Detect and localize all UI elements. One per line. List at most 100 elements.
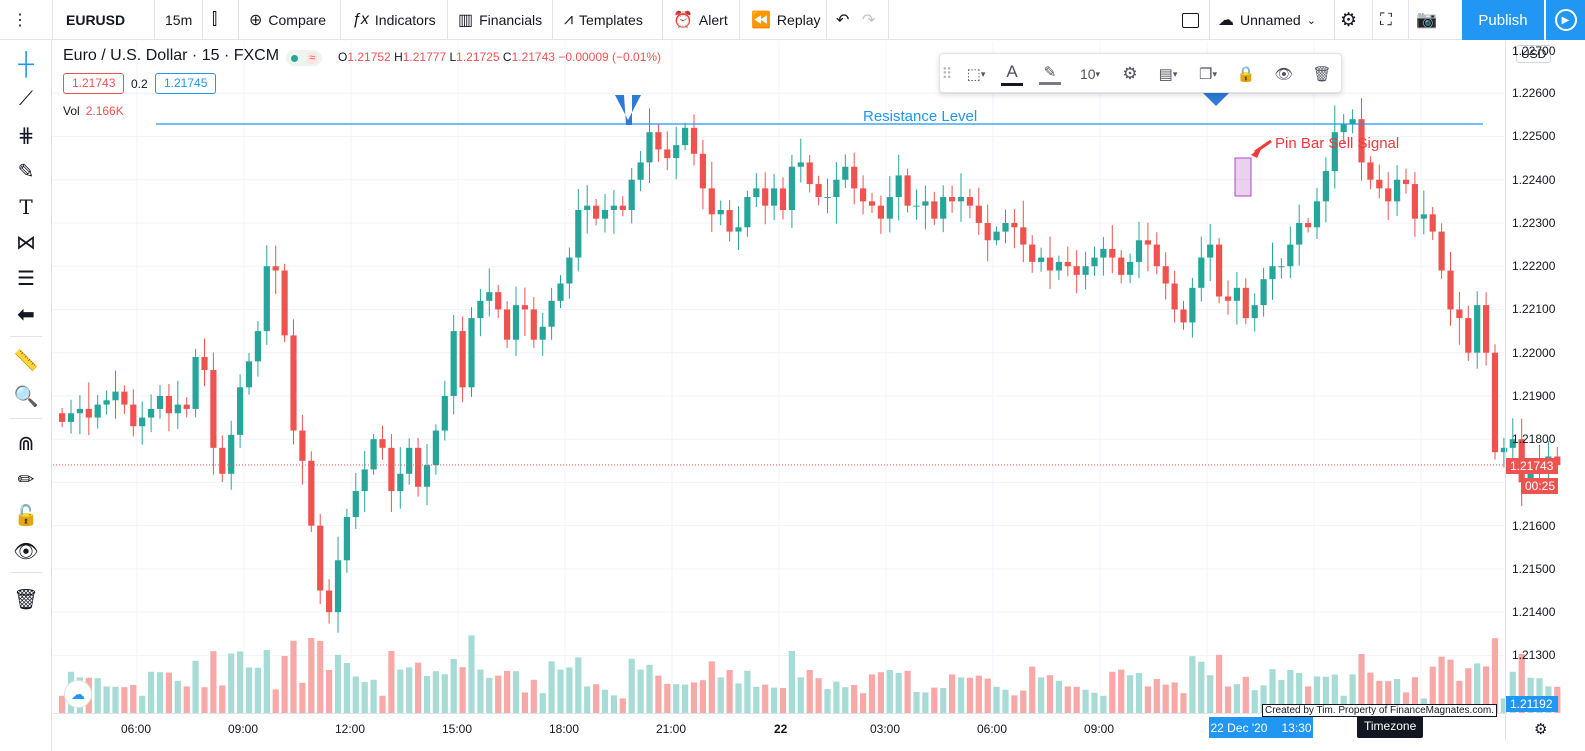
lock-drawings-tool[interactable]: 🔓 — [10, 501, 42, 529]
logo-icon[interactable]: ☁ — [64, 680, 92, 708]
replay-button[interactable]: ⏪ Replay — [751, 0, 821, 40]
lock-drawing-button[interactable]: 🔒 — [1232, 54, 1260, 94]
text-icon: T — [19, 195, 33, 219]
undo-button[interactable]: ↶ — [836, 0, 849, 40]
compare-button[interactable]: ⊕ Compare — [249, 0, 326, 40]
interval-button[interactable]: 15m — [165, 0, 192, 40]
templates-button[interactable]: ⩘ Templates — [564, 0, 643, 40]
volume-bar — [1483, 666, 1490, 713]
candle-body — [815, 184, 822, 198]
remove-drawings-tool[interactable]: 🗑 — [10, 585, 42, 613]
menu-icon[interactable]: ⋮ — [12, 12, 28, 29]
candle-body — [521, 305, 528, 310]
save-layout-button[interactable]: ☁ Unnamed ⌄ — [1218, 0, 1316, 40]
volume-bar — [1135, 673, 1143, 713]
watermark-credit: Created by Tim. Property of FinanceMagna… — [1262, 704, 1497, 717]
layout-select-button[interactable] — [1182, 0, 1199, 40]
candle-body — [655, 132, 662, 150]
volume-bar — [1207, 675, 1214, 713]
symbol-search-button[interactable]: EURUSD — [66, 0, 125, 40]
stay-drawing-tool[interactable]: ✏ — [10, 465, 42, 493]
volume-bar — [512, 671, 520, 713]
text-color-button[interactable]: A — [998, 54, 1026, 94]
volume-bar — [121, 687, 128, 713]
rewind-icon: ⏪ — [751, 12, 771, 29]
candle-body — [975, 205, 982, 223]
fx-icon: ƒx — [352, 11, 369, 28]
prediction-tool[interactable]: ☰ — [10, 264, 42, 292]
candle-body — [290, 335, 297, 431]
price-label: 1.21800 — [1512, 432, 1556, 447]
fullscreen-button[interactable]: ⛶ — [1380, 0, 1392, 40]
text-tool[interactable]: T — [10, 193, 42, 221]
volume-bar — [824, 689, 831, 713]
font-size-button[interactable]: 10 ▾ — [1072, 54, 1108, 94]
icons-tool[interactable]: ⬅ — [10, 300, 42, 328]
volume-bar — [415, 662, 422, 713]
volume-bar — [530, 679, 537, 713]
delete-drawing-button[interactable]: 🗑 — [1308, 54, 1336, 94]
buy-price-button[interactable]: 1.21745 — [155, 73, 217, 94]
zoom-tool[interactable]: 🔍 — [10, 382, 42, 410]
pinbar-label[interactable]: Pin Bar Sell Signal — [1275, 135, 1400, 152]
resistance-label[interactable]: Resistance Level — [863, 108, 978, 125]
market-status-badge[interactable]: ≈ — [286, 50, 322, 66]
candle-body — [673, 145, 680, 159]
hide-drawing-button[interactable]: 👁 — [1270, 54, 1298, 94]
candle-body — [842, 166, 849, 180]
drawing-settings-button[interactable]: ⚙ — [1116, 54, 1144, 94]
candle-body — [726, 210, 733, 232]
time-scale-border — [53, 713, 1506, 714]
time-label: 15:00 — [442, 722, 473, 736]
trend-line-tool[interactable]: ⟋ — [10, 85, 42, 113]
publish-button[interactable]: Publish — [1462, 0, 1544, 40]
volume-bar — [1349, 674, 1356, 713]
volume-bar — [1287, 670, 1294, 713]
candle-body — [486, 292, 493, 301]
candle-body — [619, 205, 626, 210]
line-color-button[interactable]: ✎ — [1036, 54, 1064, 94]
template-button[interactable]: ⬚ ▾ — [956, 54, 996, 94]
camera-icon: 📷 — [1416, 10, 1438, 29]
financials-button[interactable]: ▥ Financials — [458, 0, 542, 40]
magnet-tool[interactable]: ⋒ — [10, 429, 42, 457]
volume-bar — [984, 678, 991, 713]
drag-handle-icon[interactable]: ⠿ — [941, 66, 953, 83]
redo-button[interactable]: ↷ — [862, 0, 875, 40]
chart-settings-gear-icon[interactable]: ⚙ — [1534, 721, 1548, 738]
measure-tool[interactable]: 📏 — [10, 346, 42, 374]
candle-body — [477, 300, 484, 319]
alert-button[interactable]: ⏰ Alert — [673, 0, 728, 40]
volume-bar — [281, 656, 288, 713]
zoom-in-icon: 🔍 — [13, 385, 39, 408]
candle-body — [1500, 447, 1507, 453]
visibility-order-button[interactable]: ▤ ▾ — [1150, 54, 1186, 94]
sell-price-button[interactable]: 1.21743 — [63, 73, 125, 94]
candle-body — [753, 188, 760, 198]
chart-type-button[interactable]: ⫿ — [212, 0, 217, 40]
snapshot-button[interactable]: 📷 — [1416, 0, 1437, 40]
template-icon: ⬚ — [966, 66, 981, 83]
pattern-tool[interactable]: ⋈ — [10, 228, 42, 256]
templates-label: Templates — [579, 12, 643, 28]
clone-button[interactable]: ❐ ▾ — [1190, 54, 1226, 94]
indicators-button[interactable]: ƒx Indicators — [352, 0, 436, 40]
candle-body — [1109, 248, 1116, 258]
volume-bar — [1518, 654, 1525, 713]
fib-tool[interactable]: ⋕ — [10, 121, 42, 149]
crosshair-tool[interactable]: ┼ — [10, 50, 42, 78]
candle-body — [1349, 119, 1356, 124]
volume-bar — [993, 686, 1000, 713]
candle-body — [806, 162, 813, 185]
volume-bar — [673, 684, 680, 713]
publish-options-button[interactable]: ▶ — [1546, 0, 1585, 40]
chart-canvas[interactable] — [53, 41, 1585, 751]
volume-bar — [957, 677, 965, 713]
brush-tool[interactable]: ✎ — [10, 157, 42, 185]
settings-button[interactable]: ⚙ — [1340, 0, 1357, 40]
hide-drawings-tool[interactable]: 👁 — [10, 537, 42, 565]
currency-label[interactable]: USD — [1516, 45, 1552, 63]
pinbar-highlight — [1234, 157, 1252, 197]
compare-label: Compare — [268, 12, 326, 28]
ruler-icon: 📏 — [13, 349, 39, 372]
